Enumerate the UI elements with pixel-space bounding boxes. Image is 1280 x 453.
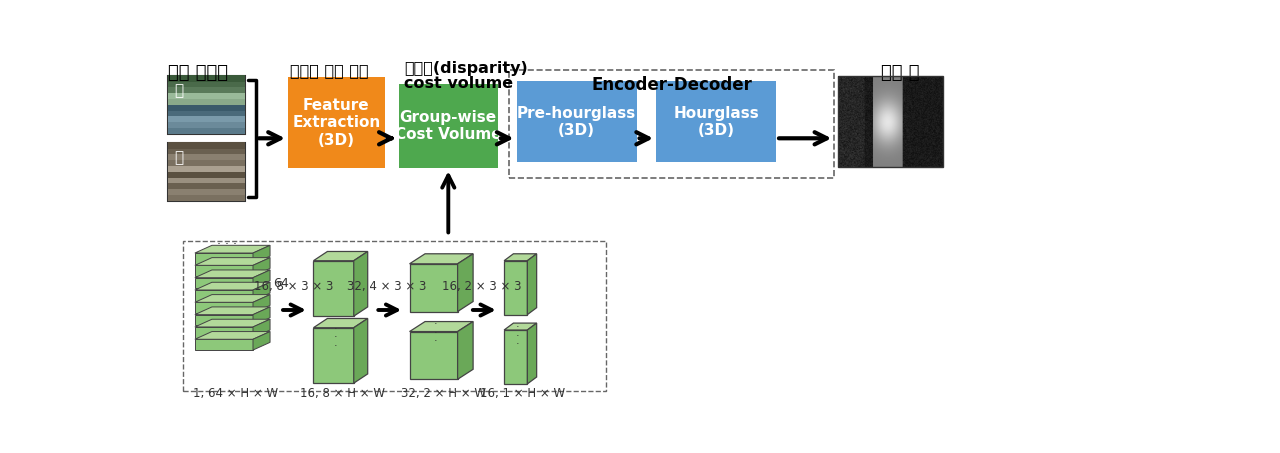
Polygon shape — [195, 270, 270, 278]
Polygon shape — [195, 327, 253, 338]
Text: 16, 8 × H × W: 16, 8 × H × W — [301, 387, 385, 400]
Bar — [168, 75, 246, 82]
Polygon shape — [314, 261, 353, 316]
Bar — [168, 142, 246, 149]
Bar — [508, 70, 835, 178]
Bar — [168, 154, 246, 160]
Text: 16, 1 × H × W: 16, 1 × H × W — [480, 387, 566, 400]
Text: 상이 맵: 상이 맵 — [881, 63, 919, 82]
Text: ·
·
·: · · · — [434, 319, 436, 346]
Polygon shape — [458, 322, 474, 379]
Polygon shape — [195, 307, 270, 315]
Polygon shape — [253, 258, 270, 276]
Polygon shape — [253, 270, 270, 289]
Polygon shape — [195, 315, 253, 325]
Text: · · ·: · · · — [218, 238, 237, 251]
Polygon shape — [253, 307, 270, 325]
Bar — [168, 188, 246, 195]
Bar — [168, 194, 246, 201]
Polygon shape — [458, 254, 474, 312]
Polygon shape — [253, 319, 270, 338]
Polygon shape — [410, 332, 458, 379]
Text: ·
·
·: · · · — [333, 324, 337, 351]
Polygon shape — [504, 323, 536, 330]
Polygon shape — [314, 251, 367, 261]
Bar — [168, 165, 246, 172]
Text: 16, 8 × 3 × 3: 16, 8 × 3 × 3 — [253, 280, 333, 293]
Bar — [168, 92, 246, 99]
Polygon shape — [195, 246, 270, 253]
Polygon shape — [195, 339, 253, 350]
Bar — [288, 77, 385, 169]
Polygon shape — [353, 251, 367, 316]
Polygon shape — [195, 253, 253, 264]
Text: 이미지 특징 추출: 이미지 특징 추출 — [291, 63, 369, 79]
Polygon shape — [195, 265, 253, 276]
Bar — [168, 183, 246, 189]
Polygon shape — [314, 328, 353, 383]
Polygon shape — [504, 254, 536, 261]
Text: 32, 4 × 3 × 3: 32, 4 × 3 × 3 — [347, 280, 426, 293]
Bar — [168, 98, 246, 105]
Bar — [168, 171, 246, 178]
Text: 좌: 좌 — [174, 84, 183, 99]
Text: 우: 우 — [174, 150, 183, 166]
Polygon shape — [410, 264, 458, 312]
Polygon shape — [195, 258, 270, 265]
Polygon shape — [195, 302, 253, 313]
Text: 1, 64 × H × W: 1, 64 × H × W — [193, 387, 279, 400]
Polygon shape — [253, 282, 270, 301]
Bar — [838, 76, 943, 167]
Bar — [168, 159, 246, 166]
Polygon shape — [504, 261, 527, 315]
Polygon shape — [195, 294, 270, 302]
Text: 영상 데이터: 영상 데이터 — [168, 63, 228, 82]
Text: 상이차(disparity): 상이차(disparity) — [404, 61, 527, 76]
Bar — [657, 81, 776, 162]
Text: Encoder-Decoder: Encoder-Decoder — [591, 76, 751, 94]
Bar — [168, 121, 246, 128]
Polygon shape — [410, 322, 474, 332]
Bar — [168, 177, 246, 183]
Bar — [168, 81, 246, 87]
Polygon shape — [527, 323, 536, 384]
Text: Feature
Extraction
(3D): Feature Extraction (3D) — [292, 98, 380, 148]
Bar — [168, 87, 246, 93]
Text: 16, 2 × 3 × 3: 16, 2 × 3 × 3 — [442, 280, 521, 293]
Polygon shape — [410, 254, 474, 264]
Bar — [168, 110, 246, 116]
Polygon shape — [314, 318, 367, 328]
Text: Group-wise
Cost Volume: Group-wise Cost Volume — [396, 110, 502, 142]
Text: Pre-hourglass
(3D): Pre-hourglass (3D) — [517, 106, 636, 138]
Bar — [183, 241, 605, 391]
Bar — [168, 104, 246, 111]
Text: Hourglass
(3D): Hourglass (3D) — [673, 106, 759, 138]
Text: ·
·
·: · · · — [516, 323, 520, 349]
Polygon shape — [504, 330, 527, 384]
Polygon shape — [253, 332, 270, 350]
Polygon shape — [195, 290, 253, 301]
Bar — [168, 127, 246, 134]
Polygon shape — [195, 282, 270, 290]
Bar — [517, 81, 636, 162]
Bar — [168, 148, 246, 154]
Text: 32, 2 × H × W: 32, 2 × H × W — [401, 387, 486, 400]
Polygon shape — [253, 294, 270, 313]
Bar — [168, 116, 246, 122]
Polygon shape — [527, 254, 536, 315]
Polygon shape — [253, 246, 270, 264]
Bar — [168, 143, 246, 201]
Polygon shape — [195, 278, 253, 289]
Text: 64: 64 — [273, 276, 289, 289]
Bar — [168, 76, 246, 134]
Polygon shape — [195, 332, 270, 339]
Polygon shape — [195, 319, 270, 327]
Polygon shape — [353, 318, 367, 383]
Text: cost volume: cost volume — [404, 76, 513, 91]
Bar — [398, 84, 498, 169]
